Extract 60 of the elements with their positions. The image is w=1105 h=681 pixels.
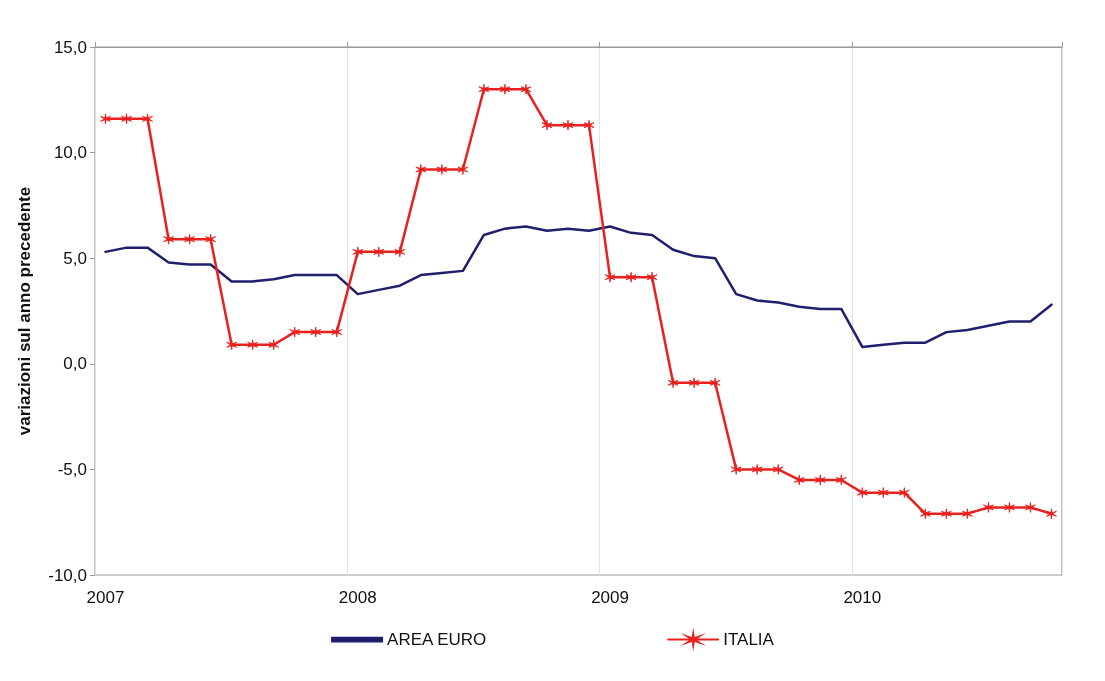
point xyxy=(100,113,111,125)
point xyxy=(1025,502,1036,513)
y-tick-label: 15,0 xyxy=(53,37,87,57)
y-tick-label: -10,0 xyxy=(48,565,87,585)
point xyxy=(919,508,931,520)
point xyxy=(1046,508,1057,520)
point xyxy=(688,377,700,389)
point xyxy=(793,474,805,486)
y-tick-label: 0,0 xyxy=(63,354,87,374)
legend-label: AREA EURO xyxy=(387,630,487,649)
x-tick-label: 2008 xyxy=(338,588,377,607)
point xyxy=(898,487,910,499)
point xyxy=(751,464,763,475)
point xyxy=(331,326,343,338)
line-series xyxy=(104,225,1053,349)
point xyxy=(562,119,574,131)
point xyxy=(163,233,174,245)
point xyxy=(457,164,469,175)
point xyxy=(268,339,280,351)
point xyxy=(604,271,616,283)
point xyxy=(289,326,301,338)
point xyxy=(625,271,637,283)
point xyxy=(436,164,448,175)
y-tick-label: -5,0 xyxy=(57,459,87,479)
point xyxy=(205,233,217,245)
point xyxy=(352,246,364,258)
point xyxy=(709,377,721,389)
point xyxy=(772,464,784,475)
point xyxy=(877,487,889,499)
point xyxy=(247,339,259,351)
x-tick-label: 2009 xyxy=(591,588,629,607)
point xyxy=(962,508,973,520)
point xyxy=(394,246,406,258)
point xyxy=(226,339,238,351)
point xyxy=(583,119,595,131)
point xyxy=(415,164,427,175)
point xyxy=(856,487,868,499)
point xyxy=(478,83,490,95)
point xyxy=(541,119,553,131)
point xyxy=(983,502,994,513)
point xyxy=(835,474,847,486)
point xyxy=(121,113,132,125)
x-tick-label: 2007 xyxy=(86,588,125,607)
point xyxy=(184,233,195,245)
y-axis-title: variazioni sul anno precedente xyxy=(15,186,34,436)
point xyxy=(373,246,385,258)
point xyxy=(940,508,952,520)
point xyxy=(814,474,826,486)
point xyxy=(730,464,742,475)
point xyxy=(646,271,658,283)
y-tick-label: 5,0 xyxy=(63,248,87,268)
point xyxy=(142,113,153,125)
legend-label: ITALIA xyxy=(723,630,775,649)
x-tick-label: 2010 xyxy=(843,588,882,607)
point xyxy=(520,83,532,95)
y-tick-label: 10,0 xyxy=(53,143,87,163)
point xyxy=(310,326,322,338)
point xyxy=(499,83,511,95)
point xyxy=(667,377,679,389)
point xyxy=(1004,502,1015,513)
